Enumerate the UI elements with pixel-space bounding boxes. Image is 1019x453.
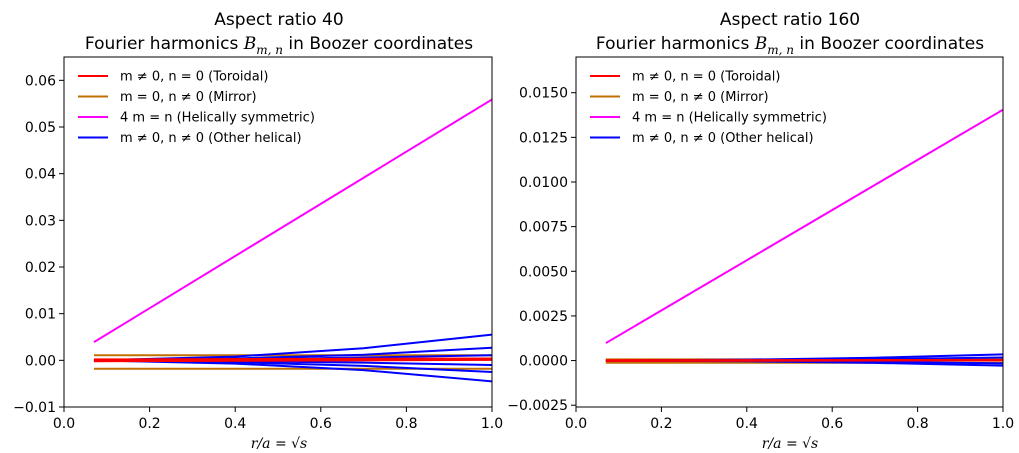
- y-tick-label: 0.0000: [519, 354, 568, 370]
- y-tick-label: 0.0050: [519, 264, 568, 280]
- y-tick-label: 0.0125: [519, 130, 568, 146]
- x-tick-label: 0.2: [138, 416, 160, 432]
- legend-label: m ≠ 0, n = 0 (Toroidal): [632, 70, 780, 85]
- series-group: [93, 98, 492, 383]
- y-tick-label: 0.0150: [519, 86, 568, 102]
- legend-label: 4 m = n (Helically symmetric): [632, 111, 827, 126]
- chart-subtitle: Fourier harmonics Bm, n in Boozer coordi…: [596, 34, 984, 57]
- y-tick-label: 0.0075: [519, 220, 568, 236]
- y-tick-label: 0.06: [25, 73, 56, 89]
- x-tick-label: 0.8: [906, 416, 928, 432]
- plot-area: 0.0 0.2 0.4 0.6 0.8 1.0 −0.0025 0.0000 0.0025 0.0…: [507, 56, 1014, 432]
- x-tick-label: 0.4: [224, 416, 246, 432]
- legend-label: m = 0, n ≠ 0 (Mirror): [632, 90, 769, 105]
- legend-label: 4 m = n (Helically symmetric): [120, 111, 315, 126]
- chart-panel-aspect-160: Aspect ratio 160 Fourier harmonics Bm, n…: [507, 10, 1014, 452]
- legend-label: m = 0, n ≠ 0 (Mirror): [120, 90, 257, 105]
- y-tick-label: −0.01: [13, 400, 56, 416]
- y-tick-label: 0.00: [25, 353, 56, 369]
- series-group: [605, 108, 1003, 367]
- x-tick-label: 0.6: [310, 416, 332, 432]
- chart-title: Aspect ratio 160: [720, 10, 860, 30]
- series-line-toroidal: [93, 357, 492, 361]
- x-tick-label: 0.0: [565, 416, 587, 432]
- y-tick-label: 0.04: [25, 167, 56, 183]
- x-axis-label: r/a = √s: [251, 436, 308, 452]
- x-tick-label: 0.8: [395, 416, 417, 432]
- series-line-toroidal: [93, 358, 492, 363]
- series-line-toroidal: [605, 359, 1003, 362]
- axes-frame: [575, 56, 1004, 408]
- chart-title: Aspect ratio 40: [214, 10, 343, 30]
- y-tick-label: 0.0025: [519, 309, 568, 325]
- chart-subtitle: Fourier harmonics Bm, n in Boozer coordi…: [85, 34, 473, 57]
- y-tick-label: 0.0100: [519, 175, 568, 191]
- axes-frame: [63, 56, 493, 408]
- chart-panel-aspect-40: Aspect ratio 40 Fourier harmonics Bm, n …: [13, 10, 503, 452]
- y-tick-label: −0.0025: [507, 398, 568, 414]
- x-tick-label: 1.0: [481, 416, 503, 432]
- x-tick-label: 0.2: [650, 416, 672, 432]
- y-tick-label: 0.05: [25, 120, 56, 136]
- y-tick-label: 0.01: [25, 307, 56, 323]
- legend-label: m ≠ 0, n ≠ 0 (Other helical): [632, 131, 814, 146]
- x-tick-label: 0.6: [821, 416, 843, 432]
- y-tick-label: 0.02: [25, 260, 56, 276]
- legend-label: m ≠ 0, n ≠ 0 (Other helical): [120, 131, 302, 146]
- x-tick-label: 0.4: [736, 416, 758, 432]
- x-tick-label: 1.0: [992, 416, 1014, 432]
- series-line-helically-symmetric: [93, 98, 492, 343]
- x-axis-label: r/a = √s: [762, 436, 819, 452]
- legend-label: m ≠ 0, n = 0 (Toroidal): [120, 70, 268, 85]
- series-line-helically-symmetric: [605, 108, 1003, 344]
- x-tick-label: 0.0: [53, 416, 75, 432]
- plot-area: 0.0 0.2 0.4 0.6 0.8 1.0 −0.01 0.00 0.01 0.02 0.03 0…: [13, 56, 503, 432]
- y-tick-label: 0.03: [25, 213, 56, 229]
